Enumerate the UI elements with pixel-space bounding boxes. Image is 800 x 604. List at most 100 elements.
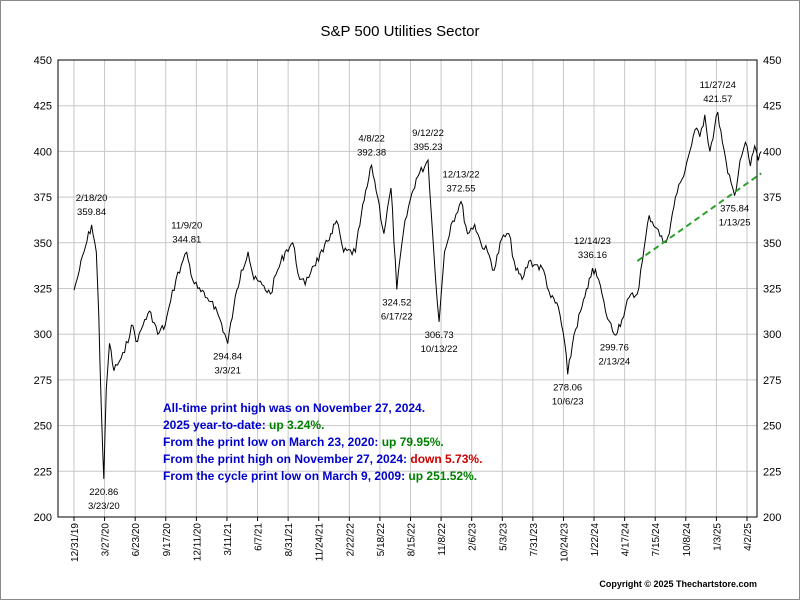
info-span: All-time print high was on November 27, … <box>163 401 425 415</box>
info-line: From the print low on March 23, 2020: up… <box>163 435 444 449</box>
annotation-value: 344.81 <box>172 234 201 245</box>
annotation-date: 2/18/20 <box>76 193 108 204</box>
info-span: From the print high on November 27, 2024… <box>163 452 410 466</box>
y-tick-label-right: 450 <box>763 55 781 67</box>
annotation-date: 12/14/23 <box>574 236 611 247</box>
y-tick-label-left: 225 <box>34 466 52 478</box>
annotation: 324.52 6/17/22 <box>381 297 413 322</box>
annotation-date: 10/13/22 <box>421 344 458 355</box>
annotation-date: 12/13/22 <box>443 170 480 181</box>
annotation-date: 9/12/22 <box>412 128 444 139</box>
annotation: 375.84 1/13/25 <box>719 204 751 229</box>
annotation: 11/27/24 421.57 <box>700 80 736 105</box>
y-tick-label-left: 325 <box>34 284 52 296</box>
info-span: up 251.52%. <box>408 469 477 483</box>
annotation-value: 359.84 <box>77 207 106 218</box>
annotation: 220.86 3/23/20 <box>88 487 120 512</box>
annotation-value: 372.55 <box>447 184 476 195</box>
annotation-date: 3/23/20 <box>88 501 120 512</box>
x-tick-label: 8/15/22 <box>407 523 418 557</box>
x-tick-label: 7/31/23 <box>529 523 540 557</box>
series-layer <box>73 111 762 479</box>
y-tick-label-right: 250 <box>763 421 781 433</box>
info-span: 2025 year-to-date: <box>163 418 269 432</box>
annotation-value: 294.84 <box>213 352 242 363</box>
y-tick-label-right: 225 <box>763 466 781 478</box>
annotation-date: 10/6/23 <box>552 396 584 407</box>
x-tick-label: 4/17/24 <box>621 523 632 557</box>
info-span: From the print low on March 23, 2020: <box>163 435 382 449</box>
y-tick-label-left: 400 <box>34 146 52 158</box>
annotation: 11/9/20 344.81 <box>171 220 202 245</box>
x-tick-label: 2/22/22 <box>345 523 356 557</box>
annotation-value: 336.16 <box>578 250 607 261</box>
chart-title: S&P 500 Utilities Sector <box>321 23 480 40</box>
y-tick-label-left: 250 <box>34 421 52 433</box>
annotation: 12/14/23 336.16 <box>574 236 611 261</box>
x-tick-label: 1/3/25 <box>712 523 723 551</box>
x-tick-label: 5/18/22 <box>376 523 387 557</box>
x-tick-label: 7/15/24 <box>651 523 662 557</box>
y-tick-label-left: 425 <box>34 101 52 113</box>
annotation-value: 299.76 <box>600 343 629 354</box>
y-tick-label-left: 275 <box>34 375 52 387</box>
annotation-date: 11/9/20 <box>171 220 202 231</box>
x-tick-label: 8/31/21 <box>284 523 295 557</box>
annotation-value: 306.73 <box>425 330 454 341</box>
y-tick-label-right: 375 <box>763 192 781 204</box>
info-box: All-time print high was on November 27, … <box>163 401 482 483</box>
y-tick-label-right: 400 <box>763 146 781 158</box>
y-tick-label-right: 350 <box>763 238 781 250</box>
annotation: 4/8/22 392.38 <box>357 133 386 158</box>
y-tick-label-right: 200 <box>763 512 781 524</box>
annotation: 299.76 2/13/24 <box>599 343 631 368</box>
y-tick-label-left: 350 <box>34 238 52 250</box>
annotation-value: 392.38 <box>357 147 386 158</box>
annotation: 2/18/20 359.84 <box>76 193 108 218</box>
y-tick-label-right: 300 <box>763 329 781 341</box>
y-tick-label-right: 275 <box>763 375 781 387</box>
plot-area <box>57 59 758 518</box>
annotation: 278.06 10/6/23 <box>552 382 584 407</box>
info-line: From the print high on November 27, 2024… <box>163 452 482 466</box>
x-axis: 12/31/19 3/27/20 6/23/20 9/17/20 12/11/20 3/1… <box>70 517 754 562</box>
annotation-date: 1/13/25 <box>719 218 751 229</box>
annotation: 294.84 3/3/21 <box>213 352 242 377</box>
info-span: up 79.95%. <box>382 435 444 449</box>
y-tick-label-left: 200 <box>34 512 52 524</box>
copyright-text: Copyright © 2025 Thechartstore.com <box>599 579 757 589</box>
annotation: 9/12/22 395.23 <box>412 128 444 153</box>
x-tick-label: 11/24/21 <box>315 523 326 562</box>
annotation-date: 6/17/22 <box>381 311 413 322</box>
y-tick-label-left: 300 <box>34 329 52 341</box>
info-line: All-time print high was on November 27, … <box>163 401 425 415</box>
y-tick-label-right: 425 <box>763 101 781 113</box>
annotation-date: 3/3/21 <box>214 366 240 377</box>
y-tick-label-left: 450 <box>34 55 52 67</box>
x-tick-label: 12/11/20 <box>192 523 203 562</box>
y-tick-label-right: 325 <box>763 284 781 296</box>
x-tick-label: 9/17/20 <box>162 523 173 557</box>
x-tick-label: 6/23/20 <box>131 523 142 557</box>
annotation-value: 421.57 <box>703 94 732 105</box>
annotation-date: 4/8/22 <box>358 133 384 144</box>
x-tick-label: 1/22/24 <box>590 523 601 557</box>
x-tick-label: 10/8/24 <box>682 523 693 557</box>
annotation-value: 220.86 <box>89 487 118 498</box>
series-line <box>73 111 762 479</box>
x-tick-label: 3/11/21 <box>223 523 234 556</box>
x-tick-label: 2/6/23 <box>468 523 479 551</box>
y-tick-label-left: 375 <box>34 192 52 204</box>
info-span: up 3.24%. <box>269 418 324 432</box>
annotations: 2/18/20 359.84 220.86 3/23/20 11/9/20 344.81 2… <box>76 80 751 512</box>
y-axis: 200 200 225 225 250 250 275 275 300 300 325 325 350 3… <box>34 55 782 524</box>
info-span: From the cycle print low on March 9, 200… <box>163 469 408 483</box>
annotation: 306.73 10/13/22 <box>421 330 458 355</box>
info-span: down 5.73%. <box>410 452 482 466</box>
x-tick-label: 5/3/23 <box>498 523 509 551</box>
annotation-value: 395.23 <box>413 142 442 153</box>
annotation-value: 324.52 <box>382 297 411 308</box>
annotation: 12/13/22 372.55 <box>443 170 480 195</box>
x-tick-label: 6/7/21 <box>254 523 265 551</box>
